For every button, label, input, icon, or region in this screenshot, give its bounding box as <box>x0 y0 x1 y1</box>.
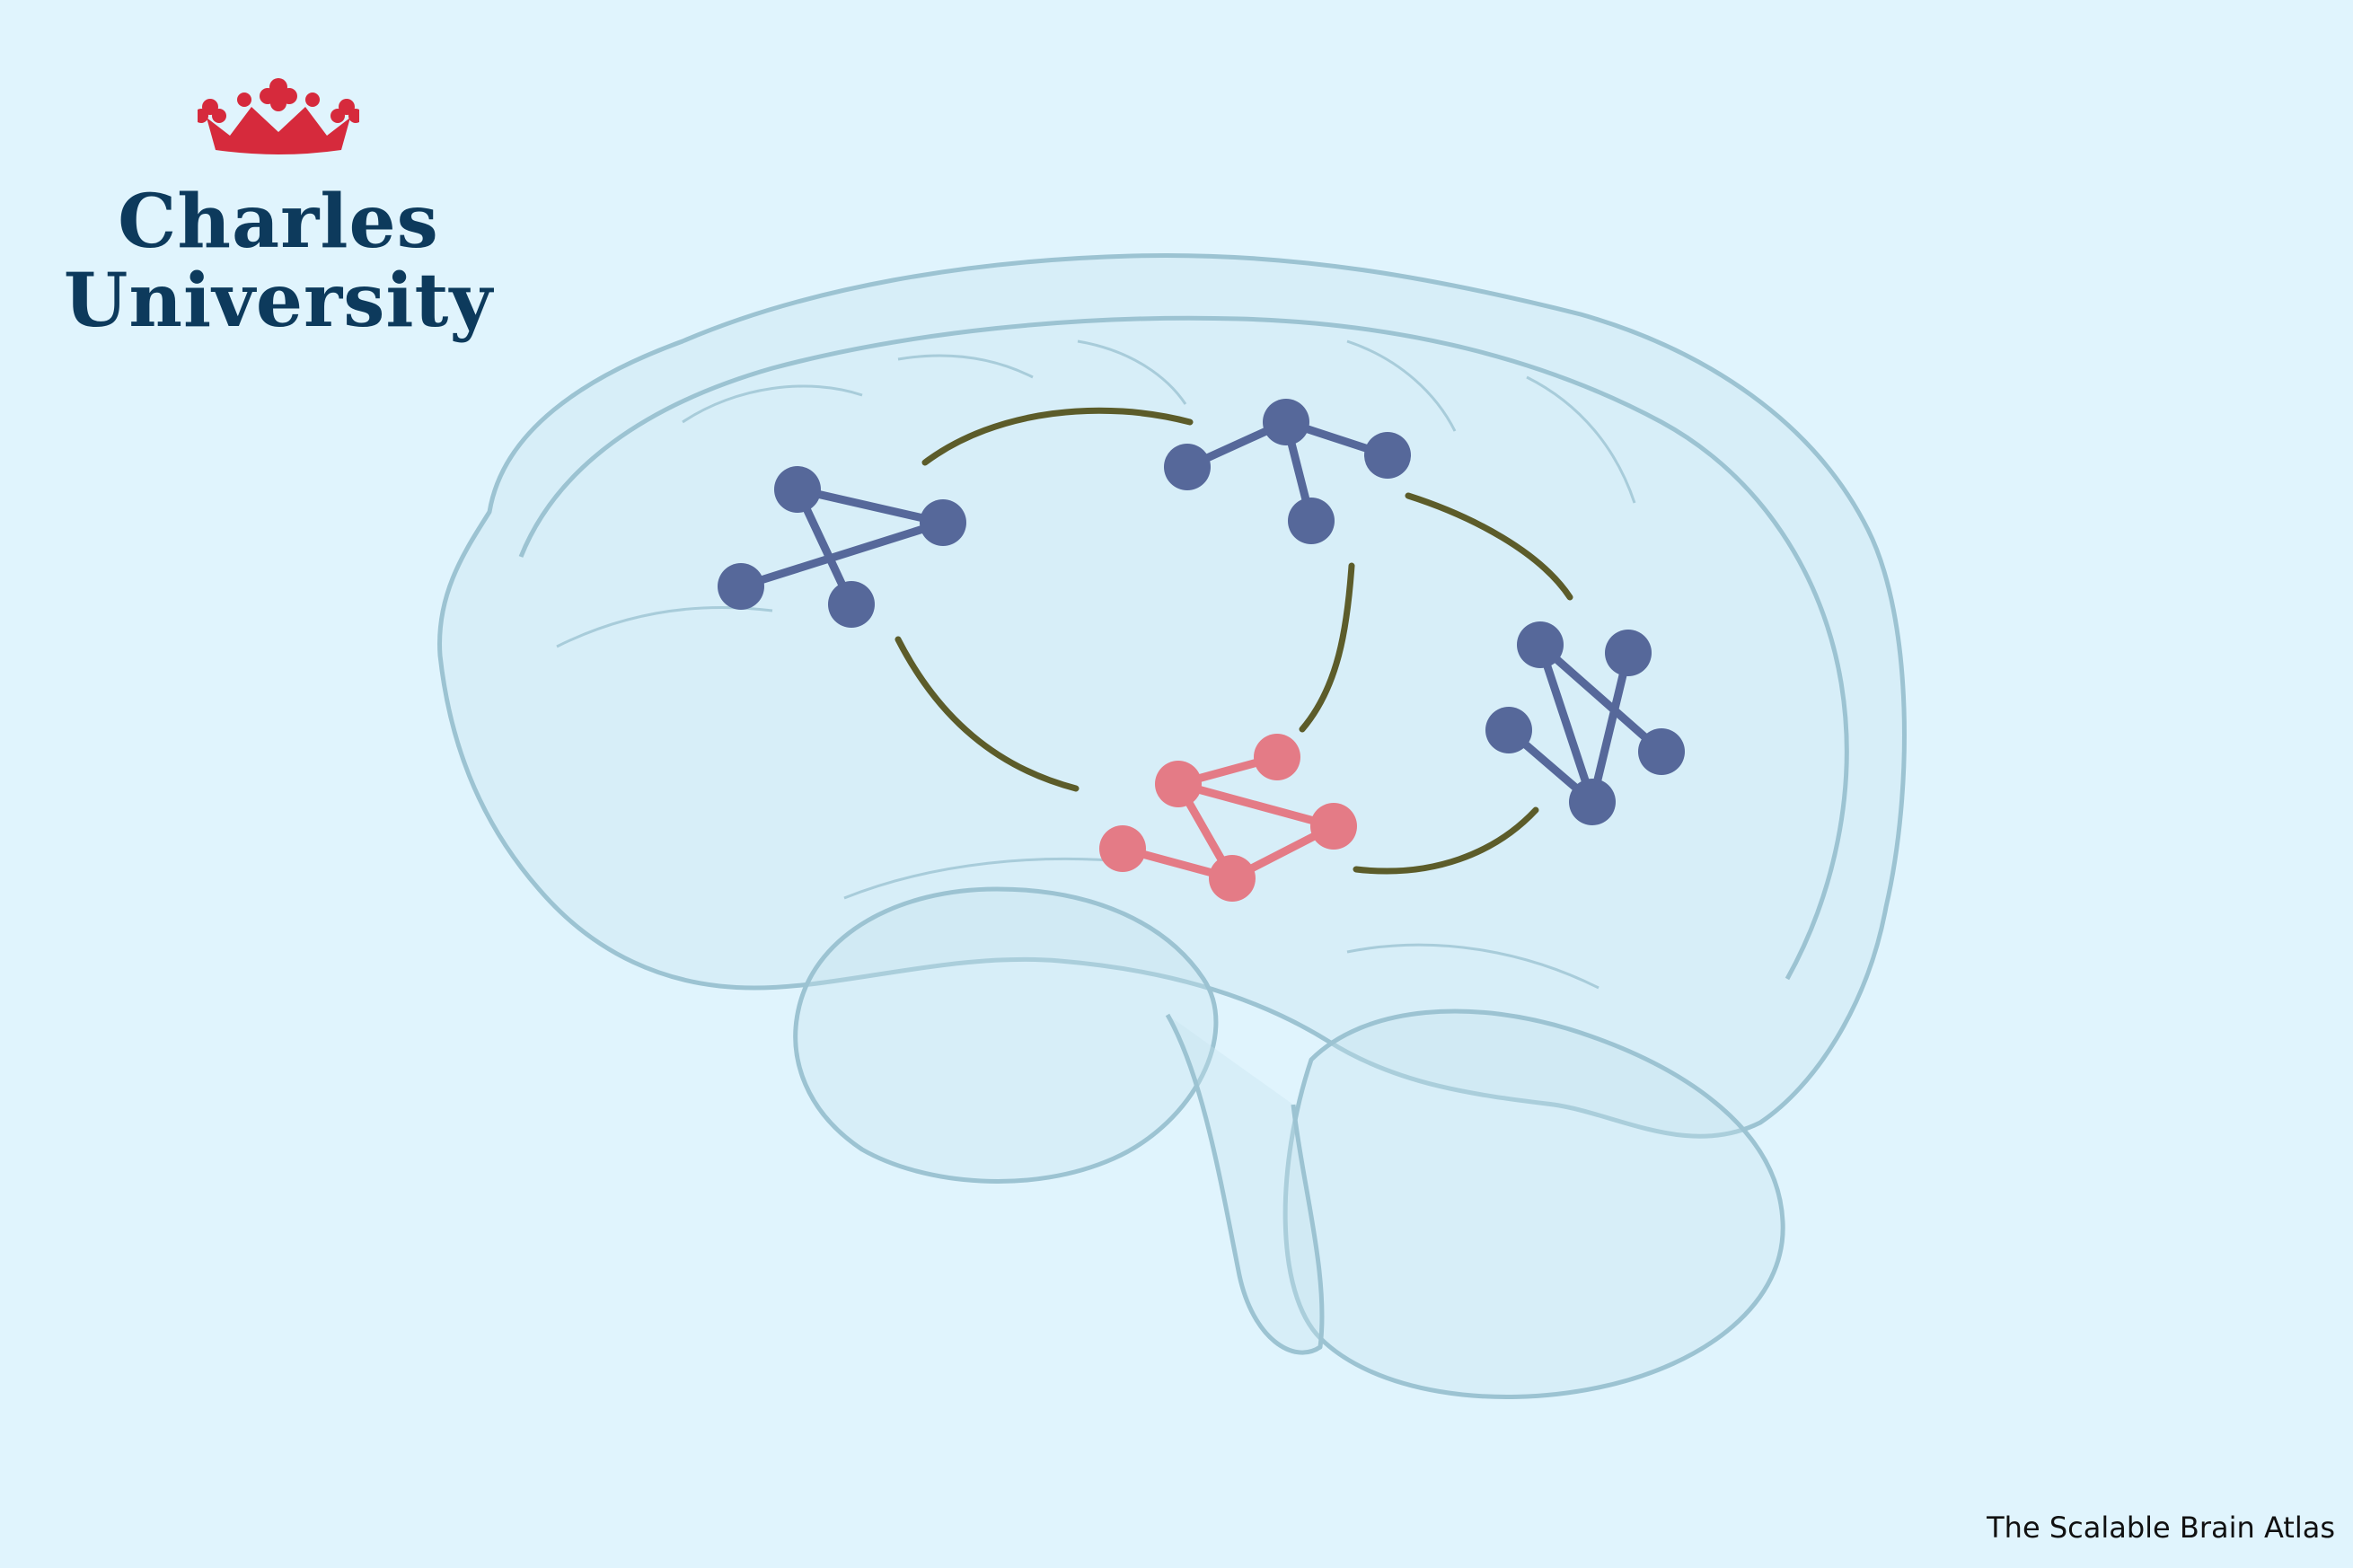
core-node <box>1099 825 1146 872</box>
network-node <box>1605 630 1652 676</box>
brainstem-outline <box>1165 1013 1325 1355</box>
cerebellum-outline <box>1282 1009 1785 1399</box>
credit-text: The Scalable Brain Atlas <box>1987 1511 2335 1545</box>
core-node <box>1310 803 1357 850</box>
crown-icon <box>198 78 359 154</box>
network-node <box>1569 779 1616 825</box>
network-node <box>1263 399 1309 445</box>
connection-frontal-to-core <box>894 636 1080 792</box>
connection-occipital-to-core <box>1353 806 1539 875</box>
network-node <box>1485 707 1532 753</box>
network-node <box>1517 621 1564 668</box>
network-node <box>920 499 966 546</box>
network-node <box>718 563 764 610</box>
network-node <box>774 466 821 513</box>
network-core <box>1099 734 1357 902</box>
network-node <box>1164 444 1211 490</box>
core-node <box>1254 734 1300 780</box>
temporal-lobe-outline <box>793 886 1219 1184</box>
network-node <box>1638 728 1685 775</box>
network-parietal <box>1164 399 1411 544</box>
connection-frontal-to-parietal <box>921 407 1194 466</box>
network-occipital <box>1485 621 1685 825</box>
core-node <box>1209 855 1256 902</box>
logo-text-line-2: University <box>63 258 494 344</box>
connection-parietal-to-core <box>1299 562 1355 733</box>
university-logo: Charles University <box>63 76 494 340</box>
brain-illustration <box>437 252 1907 1399</box>
connection-parietal-to-occipital <box>1405 492 1573 601</box>
network-node <box>1364 432 1411 479</box>
logo-text-line-1: Charles <box>118 179 439 265</box>
inter-network-connections <box>894 407 1573 875</box>
network-node <box>1288 498 1335 544</box>
network-frontal <box>718 466 966 628</box>
core-node <box>1155 761 1202 807</box>
cortex-contour <box>518 315 1849 981</box>
network-node <box>828 581 875 628</box>
